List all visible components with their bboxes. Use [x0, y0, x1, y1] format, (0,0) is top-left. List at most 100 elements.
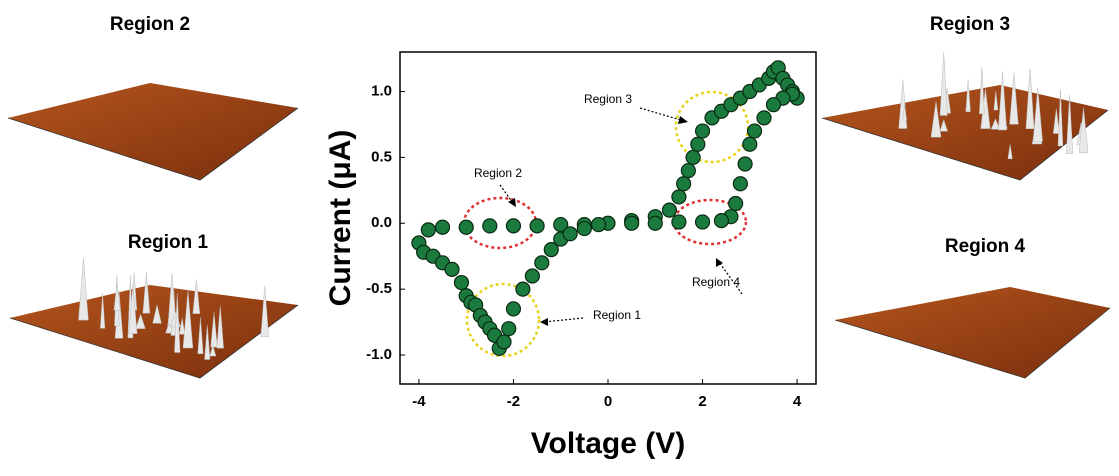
afm-spike: [209, 344, 217, 357]
afm-spike: [152, 304, 162, 324]
arrow-heads: [508, 116, 723, 326]
afm-spike: [100, 293, 106, 329]
point: [482, 218, 498, 234]
point: [505, 301, 522, 317]
afm-spike: [210, 312, 218, 348]
afm-spike: [197, 317, 204, 354]
point: [647, 215, 663, 231]
panel-title: Region 1: [128, 232, 209, 253]
panel-title: Region 4: [945, 236, 1026, 257]
point: [524, 268, 540, 284]
arrow-head: [508, 198, 516, 207]
point: [661, 202, 678, 218]
point: [742, 136, 758, 152]
afm-spike: [965, 79, 971, 112]
y-tick-label: 1.0: [371, 82, 392, 99]
arrow-head: [678, 116, 688, 124]
x-axis-label: Voltage (V): [531, 427, 685, 460]
afm-spike: [216, 305, 224, 349]
arrow-head: [540, 318, 548, 326]
point: [713, 213, 730, 229]
afm-spike: [939, 118, 948, 132]
point: [694, 214, 711, 230]
x-tick-label: -4: [412, 393, 426, 410]
point: [765, 97, 782, 113]
point: [543, 242, 559, 258]
afm-spike: [990, 118, 1001, 130]
afm-spike: [993, 90, 999, 111]
afm-spike: [113, 282, 121, 311]
afm-spike: [204, 324, 211, 360]
point: [676, 176, 692, 192]
point: [458, 219, 474, 235]
afm-spike: [192, 279, 201, 314]
x-tick-label: -2: [507, 393, 520, 410]
y-tick-label: -1.0: [366, 346, 392, 363]
y-tick-label: -0.5: [366, 280, 392, 297]
point: [576, 220, 592, 237]
annotation: Region 1: [593, 308, 641, 322]
afm-spike: [1078, 107, 1089, 153]
afm-images: [7, 51, 1111, 379]
region-circle: [462, 196, 538, 250]
afm-spike: [78, 258, 89, 321]
y-axis-label: Current (μA): [324, 130, 357, 307]
afm-spike: [1052, 108, 1060, 134]
point: [453, 274, 470, 291]
afm-spike: [142, 272, 151, 314]
afm-spike: [179, 317, 186, 335]
panel-title: Region 2: [110, 14, 190, 35]
y-tick-label: 0.0: [371, 214, 392, 231]
afm-spike: [930, 101, 942, 138]
afm-spike: [174, 293, 181, 353]
region-circle: [674, 90, 750, 164]
afm-spike: [128, 285, 138, 334]
panel-title: Region 3: [930, 14, 1010, 35]
arrow: [639, 107, 685, 122]
afm-surface: [822, 85, 1108, 180]
point: [434, 219, 451, 235]
arrow: [718, 261, 743, 295]
afm-spike: [1007, 144, 1013, 160]
point: [728, 195, 744, 212]
afm-surface: [8, 83, 298, 180]
afm-spike: [260, 285, 269, 338]
afm-spike: [1009, 72, 1019, 125]
annotation: Region 4: [692, 275, 740, 289]
afm-spike: [1032, 88, 1043, 142]
region-circle: [465, 282, 541, 358]
afm-spike: [979, 66, 985, 115]
point: [590, 216, 607, 233]
afm-spike: [1025, 68, 1035, 129]
point: [501, 321, 517, 337]
point: [671, 214, 687, 230]
point: [420, 222, 436, 238]
point: [505, 218, 522, 234]
afm-spike: [1066, 94, 1074, 154]
afm-surface: [835, 287, 1110, 378]
x-tick-label: 2: [698, 393, 706, 410]
point: [732, 176, 748, 192]
afm-spike: [182, 290, 194, 349]
afm-spike: [135, 313, 146, 329]
afm-spike: [902, 105, 907, 121]
point: [694, 123, 711, 139]
point: [444, 261, 460, 277]
point: [746, 123, 763, 139]
point: [671, 189, 687, 205]
y-tick-label: 0.5: [371, 148, 392, 165]
annotation: Region 3: [584, 92, 632, 106]
afm-spike: [998, 71, 1007, 131]
point: [496, 334, 512, 350]
x-tick-label: 0: [604, 393, 612, 410]
afm-edge: [821, 109, 1109, 181]
arrows: [499, 107, 743, 323]
point: [624, 215, 640, 231]
afm-edge: [7, 107, 299, 181]
annotation: Region 2: [474, 166, 522, 180]
point: [529, 218, 545, 234]
arrow: [543, 317, 584, 323]
point: [562, 226, 578, 242]
point: [680, 162, 696, 179]
